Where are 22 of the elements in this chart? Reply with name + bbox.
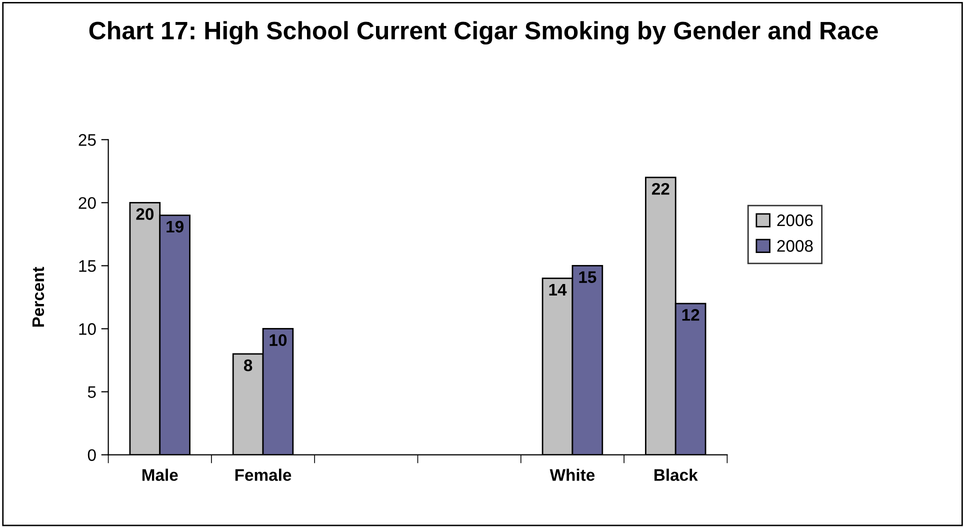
- legend-label: 2008: [777, 240, 813, 252]
- data-label: 8: [244, 359, 252, 372]
- x-tick-label: Black: [654, 468, 698, 481]
- y-axis-title: Percent: [32, 266, 44, 327]
- y-tick-label: 15: [79, 260, 96, 272]
- chart-title: Chart 17: High School Current Cigar Smoking by Gender and Race: [89, 21, 878, 44]
- legend-label: 2006: [777, 214, 813, 226]
- y-tick-label: 10: [79, 323, 96, 335]
- data-label: 10: [270, 334, 287, 346]
- y-tick-label: 25: [78, 134, 96, 146]
- y-tick-label: 20: [78, 197, 96, 209]
- data-label: 15: [579, 271, 596, 283]
- x-tick-label: White: [550, 468, 595, 481]
- data-label: 19: [166, 220, 184, 233]
- x-tick-label: Male: [142, 468, 178, 481]
- data-label: 12: [682, 309, 700, 321]
- data-label: 22: [652, 182, 670, 195]
- x-tick-label: Female: [235, 468, 292, 481]
- y-tick-label: 5: [88, 386, 96, 398]
- y-tick-label: 0: [88, 449, 96, 462]
- data-label: 20: [136, 208, 154, 220]
- data-label: 14: [549, 284, 567, 296]
